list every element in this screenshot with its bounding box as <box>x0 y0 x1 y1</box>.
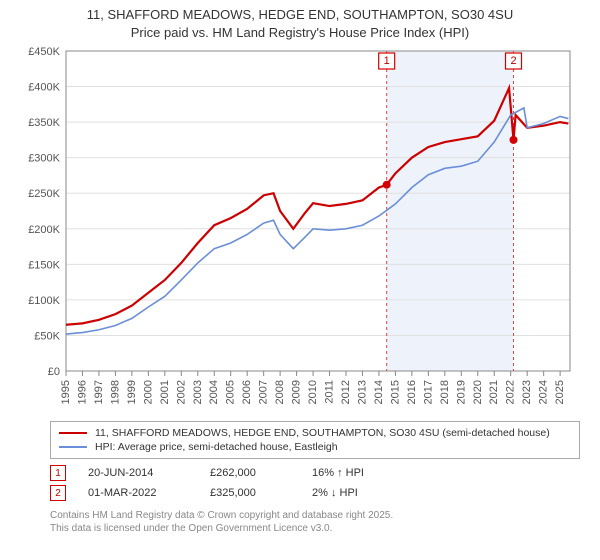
svg-text:2006: 2006 <box>241 380 253 404</box>
svg-text:2019: 2019 <box>455 380 467 404</box>
sale-price: £262,000 <box>210 467 290 479</box>
svg-text:2022: 2022 <box>505 380 517 404</box>
svg-text:2015: 2015 <box>389 380 401 404</box>
svg-text:£100K: £100K <box>28 295 60 307</box>
svg-text:2016: 2016 <box>406 380 418 404</box>
svg-text:1996: 1996 <box>76 380 88 404</box>
sale-delta: 2% ↓ HPI <box>312 487 358 499</box>
chart-title: 11, SHAFFORD MEADOWS, HEDGE END, SOUTHAM… <box>10 6 590 41</box>
legend-item: HPI: Average price, semi-detached house,… <box>59 440 571 454</box>
footer: Contains HM Land Registry data © Crown c… <box>50 509 580 535</box>
sale-row: 1 20-JUN-2014 £262,000 16% ↑ HPI <box>50 463 580 483</box>
svg-text:£300K: £300K <box>28 153 60 165</box>
svg-text:£250K: £250K <box>28 188 60 200</box>
svg-text:2017: 2017 <box>422 380 434 404</box>
svg-text:2008: 2008 <box>274 380 286 404</box>
title-line1: 11, SHAFFORD MEADOWS, HEDGE END, SOUTHAM… <box>10 6 590 24</box>
svg-text:2000: 2000 <box>142 380 154 404</box>
svg-text:2: 2 <box>510 55 516 67</box>
legend-item: 11, SHAFFORD MEADOWS, HEDGE END, SOUTHAM… <box>59 426 571 440</box>
footer-line1: Contains HM Land Registry data © Crown c… <box>50 509 580 522</box>
chart: £0 £50K £100K £150K £200K £250K £300K £350K £400… <box>20 45 580 415</box>
svg-text:2003: 2003 <box>192 380 204 404</box>
svg-text:£150K: £150K <box>28 259 60 271</box>
svg-text:2018: 2018 <box>439 380 451 404</box>
title-line2: Price paid vs. HM Land Registry's House … <box>10 24 590 42</box>
svg-text:2001: 2001 <box>159 380 171 404</box>
svg-text:2025: 2025 <box>554 380 566 404</box>
svg-text:2002: 2002 <box>175 380 187 404</box>
svg-text:£400K: £400K <box>28 82 60 94</box>
svg-text:2014: 2014 <box>373 380 385 404</box>
svg-text:2020: 2020 <box>472 380 484 404</box>
svg-text:2021: 2021 <box>488 380 500 404</box>
svg-text:2004: 2004 <box>208 380 220 404</box>
legend: 11, SHAFFORD MEADOWS, HEDGE END, SOUTHAM… <box>50 421 580 459</box>
svg-text:£0: £0 <box>48 366 60 378</box>
svg-text:£200K: £200K <box>28 224 60 236</box>
sale-marker: 1 <box>50 465 66 481</box>
footer-line2: This data is licensed under the Open Gov… <box>50 522 580 535</box>
svg-text:1995: 1995 <box>60 380 72 404</box>
svg-text:1998: 1998 <box>109 380 121 404</box>
sale-date: 20-JUN-2014 <box>88 467 188 479</box>
legend-swatch <box>59 432 87 434</box>
svg-text:1999: 1999 <box>126 380 138 404</box>
svg-text:£50K: £50K <box>34 331 60 343</box>
legend-swatch <box>59 446 87 448</box>
svg-text:2013: 2013 <box>356 380 368 404</box>
svg-text:2010: 2010 <box>307 380 319 404</box>
sale-marker: 2 <box>50 485 66 501</box>
sale-delta: 16% ↑ HPI <box>312 467 364 479</box>
svg-text:1: 1 <box>384 55 390 67</box>
svg-text:2007: 2007 <box>258 380 270 404</box>
legend-label: 11, SHAFFORD MEADOWS, HEDGE END, SOUTHAM… <box>95 427 550 439</box>
svg-text:2012: 2012 <box>340 380 352 404</box>
svg-text:2011: 2011 <box>324 380 336 404</box>
svg-text:2005: 2005 <box>225 380 237 404</box>
svg-text:1997: 1997 <box>93 380 105 404</box>
sale-row: 2 01-MAR-2022 £325,000 2% ↓ HPI <box>50 483 580 503</box>
svg-text:2009: 2009 <box>291 380 303 404</box>
svg-text:£350K: £350K <box>28 117 60 129</box>
sale-date: 01-MAR-2022 <box>88 487 188 499</box>
svg-text:2024: 2024 <box>538 380 550 404</box>
sales-table: 1 20-JUN-2014 £262,000 16% ↑ HPI 2 01-MAR-202… <box>50 463 580 503</box>
svg-text:2023: 2023 <box>521 380 533 404</box>
legend-label: HPI: Average price, semi-detached house,… <box>95 441 338 453</box>
sale-price: £325,000 <box>210 487 290 499</box>
chart-svg: £0 £50K £100K £150K £200K £250K £300K £350K £400… <box>20 45 580 415</box>
svg-text:£450K: £450K <box>28 46 60 58</box>
